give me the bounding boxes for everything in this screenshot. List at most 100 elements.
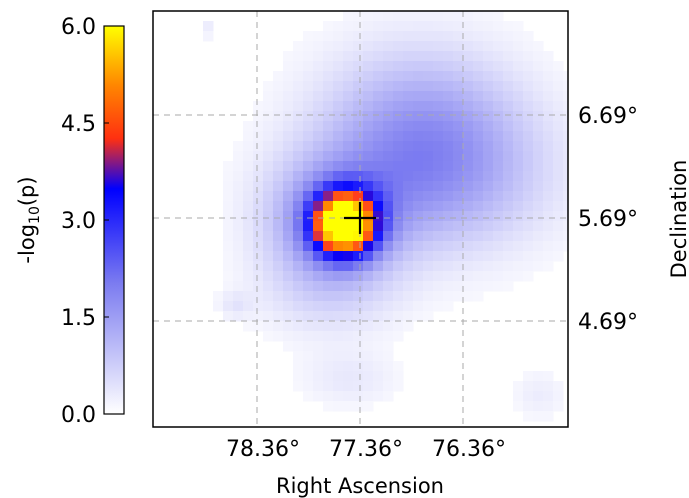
heatmap-cell	[343, 281, 354, 292]
heatmap-cell	[533, 251, 544, 262]
heatmap-cell	[403, 101, 414, 112]
heatmap-cell	[363, 21, 374, 32]
heatmap-cell	[473, 81, 484, 92]
heatmap-cell	[543, 181, 554, 192]
heatmap-cell	[313, 211, 324, 222]
heatmap-cell	[293, 151, 304, 162]
heatmap-cell	[333, 371, 344, 382]
heatmap-cell	[333, 151, 344, 162]
heatmap-cell	[243, 311, 254, 322]
heatmap-cell	[213, 301, 224, 312]
heatmap-cell	[493, 211, 504, 222]
heatmap-cell	[313, 181, 324, 192]
heatmap-cell	[563, 181, 568, 192]
heatmap-cell	[263, 251, 274, 262]
heatmap-cell	[553, 121, 564, 132]
heatmap-cell	[343, 231, 354, 242]
heatmap-cell	[323, 271, 334, 282]
heatmap-cell	[323, 131, 334, 142]
heatmap-cell	[393, 51, 404, 62]
heatmap-cell	[393, 121, 404, 132]
heatmap-cell	[453, 131, 464, 142]
heatmap-cell	[533, 161, 544, 172]
heatmap-cell	[333, 331, 344, 342]
heatmap-cell	[303, 151, 314, 162]
heatmap-cell	[273, 161, 284, 172]
heatmap-cell	[293, 241, 304, 252]
heatmap-cell	[373, 251, 384, 262]
heatmap-cell	[293, 281, 304, 292]
heatmap-cell	[413, 81, 424, 92]
heatmap-cell	[333, 321, 344, 332]
heatmap-cell	[443, 211, 454, 222]
heatmap-cell	[293, 321, 304, 332]
heatmap-cell	[343, 251, 354, 262]
heatmap-cell	[503, 81, 514, 92]
heatmap-cell	[483, 171, 494, 182]
heatmap-cell	[463, 151, 474, 162]
heatmap-cell	[363, 271, 374, 282]
heatmap-cell	[443, 261, 454, 272]
heatmap-cell	[303, 91, 314, 102]
heatmap-cell	[533, 191, 544, 202]
heatmap-cell	[313, 91, 324, 102]
heatmap-cell	[493, 91, 504, 102]
heatmap-cell	[383, 361, 394, 372]
heatmap-cell	[263, 151, 274, 162]
heatmap-cell	[323, 211, 334, 222]
heatmap-cell	[503, 111, 514, 122]
heatmap-cell	[553, 381, 564, 392]
heatmap-cell	[463, 71, 474, 82]
heatmap-cell	[223, 221, 234, 232]
heatmap-cell	[523, 81, 534, 92]
heatmap-cell	[463, 21, 474, 32]
heatmap-cell	[333, 81, 344, 92]
heatmap-cell	[383, 101, 394, 112]
heatmap-cell	[473, 31, 484, 42]
heatmap-cell	[363, 161, 374, 172]
heatmap-cell	[483, 261, 494, 272]
heatmap-cell	[533, 241, 544, 252]
heatmap-cell	[453, 121, 464, 132]
heatmap-cell	[523, 61, 534, 72]
heatmap-cell	[383, 31, 394, 42]
heatmap-cell	[373, 281, 384, 292]
heatmap-cell	[273, 151, 284, 162]
heatmap-cell	[303, 121, 314, 132]
heatmap-cell	[223, 171, 234, 182]
heatmap-cell	[353, 221, 364, 232]
heatmap-cell	[373, 391, 384, 402]
heatmap-cell	[363, 361, 374, 372]
heatmap-cell	[403, 41, 414, 52]
heatmap-cell	[393, 301, 404, 312]
heatmap-cell	[233, 311, 244, 322]
heatmap-cell	[543, 261, 554, 272]
heatmap-cell	[283, 151, 294, 162]
heatmap-cell	[403, 301, 414, 312]
heatmap-cell	[533, 381, 544, 392]
heatmap-cell	[343, 211, 354, 222]
heatmap-cell	[253, 151, 264, 162]
heatmap-cell	[303, 281, 314, 292]
heatmap-cell	[443, 181, 454, 192]
heatmap-cell	[413, 141, 424, 152]
heatmap-cell	[443, 91, 454, 102]
heatmap-cell	[233, 211, 244, 222]
heatmap-cell	[353, 331, 364, 342]
heatmap-cell	[283, 61, 294, 72]
heatmap-cell	[303, 101, 314, 112]
heatmap-cell	[383, 121, 394, 132]
heatmap-cell	[403, 291, 414, 302]
heatmap-cell	[313, 121, 324, 132]
heatmap-cell	[313, 351, 324, 362]
heatmap-cell	[353, 321, 364, 332]
heatmap-cell	[503, 141, 514, 152]
heatmap-cell	[273, 301, 284, 312]
heatmap-cell	[503, 101, 514, 112]
heatmap-cell	[503, 61, 514, 72]
heatmap-cell	[313, 41, 324, 52]
heatmap-cell	[383, 131, 394, 142]
heatmap-cell	[293, 71, 304, 82]
heatmap-cell	[283, 231, 294, 242]
heatmap-cell	[513, 191, 524, 202]
